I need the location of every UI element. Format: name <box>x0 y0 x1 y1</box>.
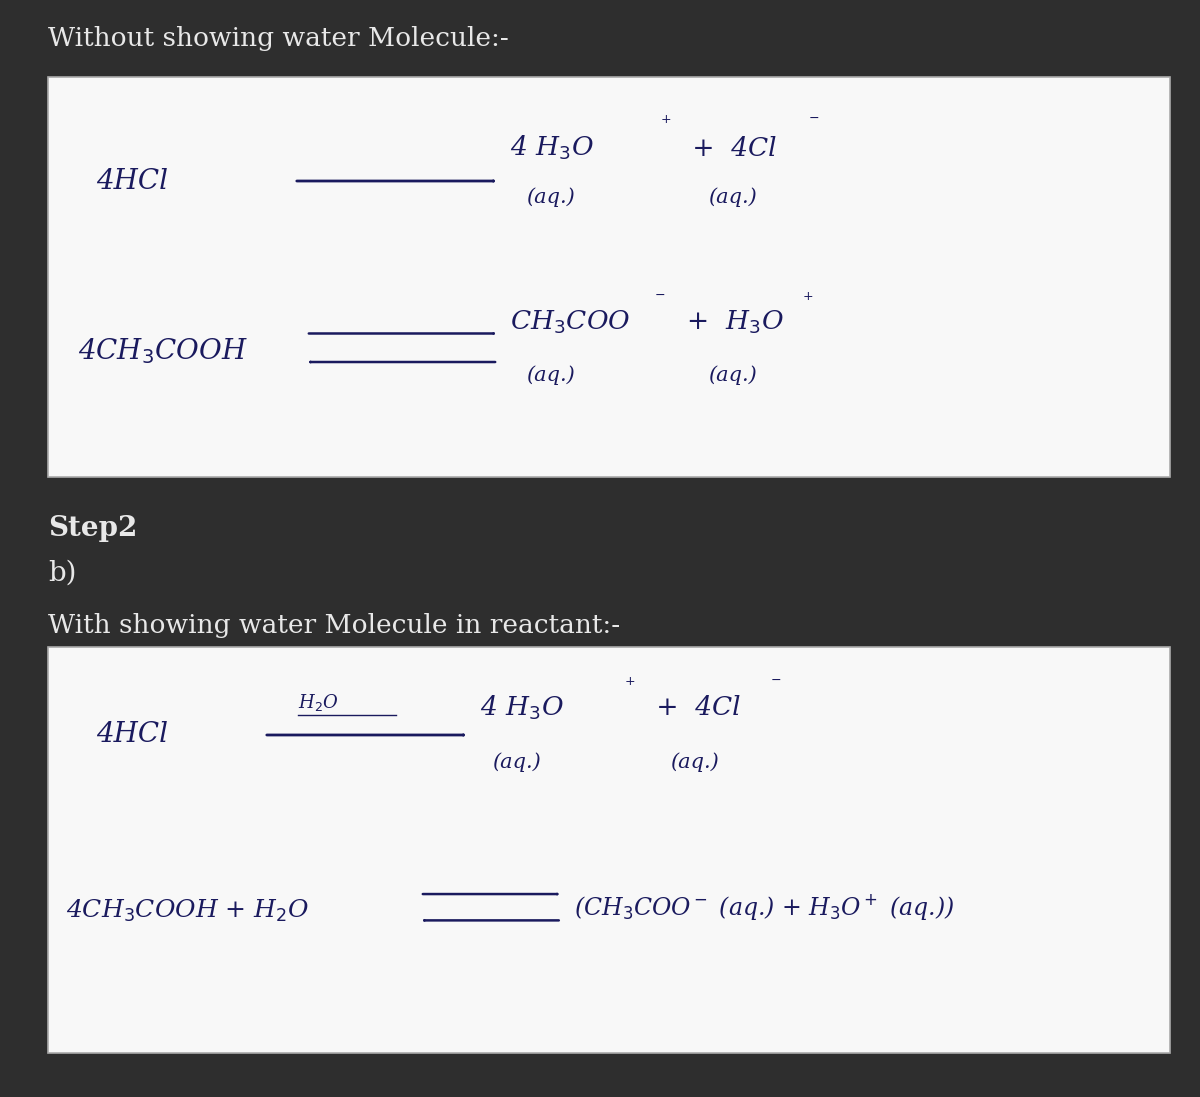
Text: (aq.): (aq.) <box>708 188 757 207</box>
Text: 4 H$_3$O: 4 H$_3$O <box>510 134 594 162</box>
Text: With showing water Molecule in reactant:-: With showing water Molecule in reactant:… <box>48 613 620 637</box>
Text: (aq.): (aq.) <box>526 365 575 385</box>
Bar <box>48 77 1170 477</box>
Text: $^+$: $^+$ <box>658 114 672 132</box>
Text: 4CH$_3$COOH: 4CH$_3$COOH <box>78 336 248 366</box>
Text: CH$_3$COO: CH$_3$COO <box>510 308 631 337</box>
Text: 4 H$_3$O: 4 H$_3$O <box>480 693 564 722</box>
Text: $^+$: $^+$ <box>622 676 636 693</box>
Text: (aq.): (aq.) <box>492 753 541 772</box>
Text: +  4Cl: + 4Cl <box>684 136 776 160</box>
Text: b): b) <box>48 559 77 586</box>
Text: (aq.): (aq.) <box>526 188 575 207</box>
Text: 4HCl: 4HCl <box>96 168 168 194</box>
Text: $^-$: $^-$ <box>806 114 821 132</box>
Text: $^-$: $^-$ <box>652 291 666 308</box>
Text: +  H$_3$O: + H$_3$O <box>678 308 784 337</box>
Bar <box>48 647 1170 1053</box>
Text: $^-$: $^-$ <box>768 676 782 693</box>
Text: (aq.): (aq.) <box>708 365 757 385</box>
Text: Step2: Step2 <box>48 516 137 542</box>
Text: (CH$_3$COO$^-$ (aq.) + H$_3$O$^+$ (aq.)): (CH$_3$COO$^-$ (aq.) + H$_3$O$^+$ (aq.)) <box>574 892 954 923</box>
Text: $^+$: $^+$ <box>800 291 815 308</box>
Text: (aq.): (aq.) <box>670 753 719 772</box>
Text: 4CH$_3$COOH + H$_2$O: 4CH$_3$COOH + H$_2$O <box>66 897 310 924</box>
Text: 4HCl: 4HCl <box>96 722 168 748</box>
Text: H$_2$O: H$_2$O <box>298 691 338 713</box>
Text: +  4Cl: + 4Cl <box>648 695 740 720</box>
Text: Without showing water Molecule:-: Without showing water Molecule:- <box>48 26 509 50</box>
